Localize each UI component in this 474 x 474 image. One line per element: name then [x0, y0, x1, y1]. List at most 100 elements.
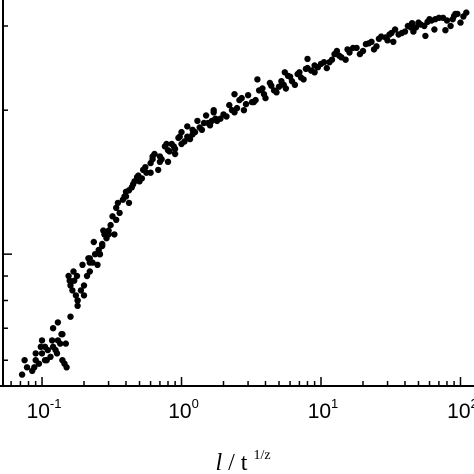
data-point — [412, 24, 420, 31]
data-point — [31, 364, 38, 371]
data-point — [73, 272, 81, 280]
x-tick-label: 101 — [308, 396, 339, 423]
data-point — [53, 350, 61, 357]
data-point — [184, 123, 191, 130]
data-point — [238, 94, 245, 102]
data-point — [70, 268, 77, 275]
data-point — [23, 364, 31, 371]
data-point — [333, 47, 341, 55]
data-point — [32, 350, 39, 357]
data-point — [184, 133, 191, 140]
x-tick-label: 102 — [447, 396, 474, 423]
data-point — [242, 100, 250, 108]
data-point — [171, 150, 179, 158]
data-point — [86, 259, 94, 266]
data-point — [67, 313, 74, 320]
data-point — [116, 209, 123, 217]
data-point — [178, 140, 185, 148]
data-point — [163, 140, 170, 148]
data-point — [344, 46, 351, 53]
data-point — [105, 231, 112, 238]
data-point — [368, 38, 375, 45]
data-point — [74, 302, 81, 309]
data-point — [439, 14, 447, 21]
data-point — [86, 268, 94, 275]
data-point — [288, 78, 296, 85]
x-tick-label: 100 — [168, 396, 199, 423]
x-axis-label-mid: / t — [222, 450, 253, 474]
data-point — [125, 199, 133, 207]
data-point — [156, 153, 164, 160]
x-axis-label-var: l — [215, 450, 222, 474]
data-point — [69, 287, 76, 294]
data-point — [311, 62, 318, 69]
data-point — [196, 124, 203, 131]
data-point — [79, 261, 86, 268]
data-point — [422, 32, 429, 40]
data-point — [166, 148, 173, 155]
data-point — [149, 153, 156, 160]
data-point — [308, 67, 315, 74]
data-point — [94, 261, 101, 268]
data-point — [401, 28, 409, 35]
data-point — [48, 337, 56, 344]
data-point — [156, 158, 164, 165]
data-point — [189, 126, 196, 133]
data-point — [49, 325, 57, 332]
data-point — [373, 43, 380, 50]
data-point — [200, 119, 208, 127]
data-point — [99, 242, 106, 250]
x-tick-labels: 10-1 100 101 102 — [27, 396, 474, 423]
data-point — [100, 227, 107, 234]
data-point — [302, 65, 310, 73]
data-point — [80, 282, 88, 289]
data-point — [228, 107, 236, 114]
data-point — [259, 85, 266, 92]
data-point — [74, 297, 81, 304]
data-points — [18, 9, 470, 378]
data-point — [122, 193, 130, 200]
data-point — [338, 54, 345, 61]
data-point — [72, 292, 80, 299]
data-point — [171, 145, 179, 153]
data-point — [248, 98, 256, 106]
data-point — [54, 319, 62, 326]
data-point — [176, 133, 183, 140]
data-point — [77, 287, 85, 294]
data-point — [113, 216, 120, 223]
data-point — [91, 251, 99, 258]
data-point — [131, 178, 138, 185]
data-point — [275, 83, 283, 90]
data-point — [294, 70, 301, 78]
data-point — [266, 79, 274, 87]
data-point — [457, 19, 464, 26]
x-tick-label: 10-1 — [27, 396, 62, 423]
data-point — [240, 107, 248, 114]
data-point — [59, 331, 66, 338]
data-point — [442, 27, 449, 34]
data-point — [428, 17, 435, 24]
data-point — [80, 292, 88, 299]
data-point — [452, 10, 459, 18]
data-point — [96, 251, 104, 258]
data-point — [449, 16, 456, 23]
data-point — [142, 164, 149, 171]
data-point — [281, 69, 288, 76]
data-point — [21, 357, 28, 364]
data-point — [35, 360, 43, 367]
data-point — [323, 64, 330, 72]
data-point — [233, 104, 241, 112]
data-point — [408, 20, 416, 27]
data-point — [226, 101, 233, 109]
y-ticks — [3, 25, 12, 361]
data-point — [260, 91, 268, 98]
data-point — [67, 282, 74, 289]
data-point — [395, 31, 402, 38]
data-point — [66, 277, 73, 284]
data-point — [62, 340, 69, 347]
data-point — [41, 343, 49, 350]
data-point — [107, 221, 114, 229]
data-point — [155, 166, 162, 174]
data-point — [390, 38, 397, 45]
data-point — [375, 35, 383, 42]
